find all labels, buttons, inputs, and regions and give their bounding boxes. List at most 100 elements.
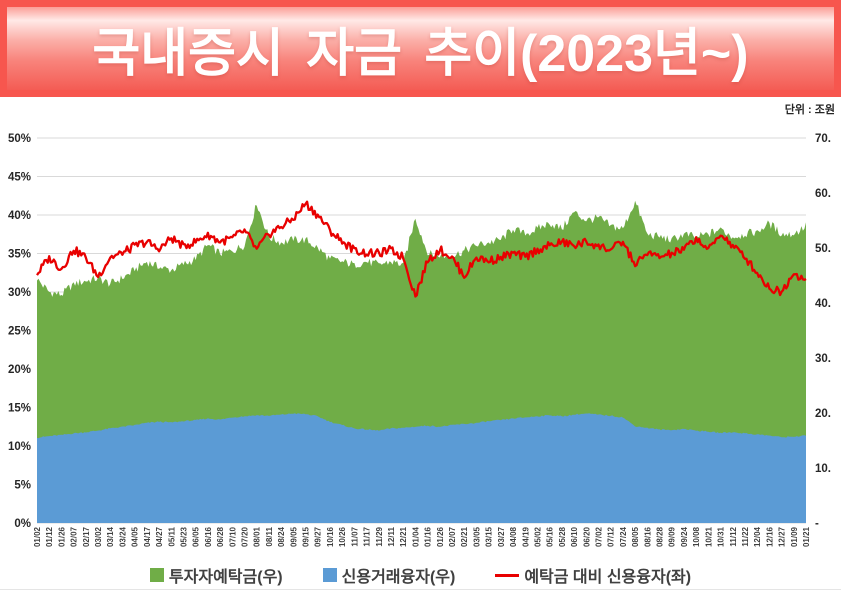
left-axis-tick-label: 20% — [8, 364, 31, 376]
chart-legend: 투자자예탁금(우) 신용거래융자(우) 예탁금 대비 신용융자(좌) — [0, 563, 841, 587]
x-axis-tick-label: 01/21 — [802, 526, 811, 547]
x-axis-tick-label: 01/02 — [33, 526, 42, 547]
x-axis-tick-label: 02/07 — [448, 526, 457, 547]
x-axis-tick-label: 05/28 — [558, 526, 567, 547]
x-axis-tick-label: 12/04 — [753, 526, 762, 547]
x-axis-tick-label: 05/23 — [179, 526, 188, 547]
x-axis-tick-label: 06/28 — [216, 526, 225, 547]
x-axis-tick-label: 03/24 — [118, 526, 127, 547]
x-axis-tick-label: 10/08 — [692, 526, 701, 547]
page-title: 국내증시 자금 추이(2023년~) — [92, 25, 749, 83]
x-axis-tick-label: 09/05 — [289, 526, 298, 547]
legend-item-deposits: 투자자예탁금(우) — [149, 563, 283, 587]
x-axis-tick-label: 10/21 — [704, 526, 713, 547]
x-axis-tick-label: 03/05 — [472, 526, 481, 547]
x-axis-tick-label: 07/02 — [594, 526, 603, 547]
x-axis-tick-label: 08/11 — [265, 526, 274, 546]
right-axis-tick-label: 20. — [815, 408, 831, 420]
x-axis-tick-label: 12/21 — [399, 526, 408, 547]
x-axis-tick-label: 02/21 — [460, 526, 469, 547]
deposit-swatch-icon — [149, 568, 164, 582]
right-axis-tick-label: 50. — [815, 243, 831, 255]
left-axis-tick-label: 25% — [8, 326, 31, 338]
x-axis-tick-label: 07/12 — [607, 526, 616, 547]
bottom-divider — [0, 589, 841, 590]
x-axis-tick-label: 04/17 — [143, 526, 152, 547]
x-axis-tick-label: 01/26 — [436, 526, 445, 547]
x-axis-tick-label: 09/27 — [314, 526, 323, 547]
x-axis-tick-label: 06/20 — [582, 526, 591, 547]
right-axis-tick-label: 30. — [815, 353, 831, 365]
right-axis-tick-label: 10. — [815, 463, 831, 475]
x-axis-tick-label: 03/15 — [485, 526, 494, 547]
legend-label-ratio: 예탁금 대비 신용융자(좌) — [524, 569, 692, 586]
unit-label: 단위 : 조원 — [784, 104, 835, 116]
x-axis-tick-label: 07/24 — [619, 526, 628, 547]
x-axis-tick-label: 11/22 — [741, 526, 750, 546]
x-axis-tick-label: 09/09 — [668, 526, 677, 547]
left-axis-tick-label: 35% — [8, 249, 31, 261]
x-axis-tick-label: 02/17 — [82, 526, 91, 547]
right-axis-tick-label: 40. — [815, 298, 831, 310]
x-axis-tick-label: 03/02 — [94, 526, 103, 547]
ratio-line — [36, 200, 807, 298]
x-axis-tick-label: 01/04 — [411, 526, 420, 547]
x-axis-tick-label: 08/01 — [253, 526, 262, 547]
x-axis-tick-label: 03/14 — [106, 526, 115, 547]
right-axis-tick-label: 60. — [815, 188, 831, 200]
right-axis-tick-label: - — [815, 518, 819, 530]
x-axis-tick-label: 11/07 — [350, 526, 359, 546]
right-axis-tick-label: 70. — [815, 133, 831, 145]
x-axis-tick-label: 04/27 — [155, 526, 164, 547]
ratio-line-swatch-icon — [495, 573, 520, 577]
x-axis-tick-label: 08/24 — [277, 526, 286, 547]
x-axis-tick-label: 08/28 — [656, 526, 665, 547]
x-axis-tick-label: 09/15 — [302, 526, 311, 547]
x-axis-tick-label: 01/12 — [45, 526, 54, 547]
x-axis-tick-label: 03/27 — [497, 526, 506, 547]
x-axis-tick-label: 04/08 — [509, 526, 518, 547]
legend-item-ratio: 예탁금 대비 신용융자(좌) — [495, 563, 691, 587]
left-axis-tick-label: 30% — [8, 287, 31, 299]
x-axis-tick-label: 08/16 — [643, 526, 652, 547]
x-axis-tick-label: 07/20 — [241, 526, 250, 547]
left-axis-tick-label: 15% — [8, 403, 31, 415]
left-axis-tick-label: 50% — [8, 133, 31, 145]
x-axis-tick-label: 11/17 — [363, 526, 372, 546]
title-banner-gradient: 국내증시 자금 추이(2023년~) — [7, 7, 834, 90]
x-axis-tick-label: 06/05 — [192, 526, 201, 547]
title-banner: 국내증시 자금 추이(2023년~) — [0, 0, 841, 97]
x-axis-tick-label: 06/16 — [204, 526, 213, 547]
x-axis-tick-label: 11/12 — [729, 526, 738, 546]
x-axis-tick-label: 01/16 — [424, 526, 433, 547]
credit-area — [37, 413, 806, 523]
x-axis-tick-label: 04/05 — [131, 526, 140, 547]
x-axis-tick-label: 07/10 — [228, 526, 237, 547]
x-axis-tick-label: 12/27 — [778, 526, 787, 547]
x-axis-tick-label: 09/24 — [680, 526, 689, 547]
legend-item-credit: 신용거래융자(우) — [322, 563, 456, 587]
left-axis-tick-label: 5% — [14, 480, 31, 492]
x-axis-tick-label: 10/31 — [717, 526, 726, 547]
x-axis-tick-label: 11/29 — [375, 526, 384, 546]
left-axis-tick-label: 45% — [8, 172, 31, 184]
x-axis-tick-label: 10/16 — [326, 526, 335, 547]
x-axis-tick-label: 12/16 — [765, 526, 774, 547]
x-axis-tick-label: 08/05 — [631, 526, 640, 547]
x-axis-tick-label: 05/11 — [167, 526, 176, 546]
left-axis-tick-label: 0% — [14, 518, 31, 530]
x-axis-tick-label: 12/11 — [387, 526, 396, 546]
x-axis-tick-label: 06/10 — [570, 526, 579, 547]
left-axis-tick-label: 40% — [8, 210, 31, 222]
x-axis-tick-label: 04/19 — [521, 526, 530, 547]
x-axis-tick-label: 01/26 — [57, 526, 66, 547]
x-axis-tick-label: 10/26 — [338, 526, 347, 547]
credit-swatch-icon — [322, 568, 337, 582]
x-axis-tick-label: 05/02 — [533, 526, 542, 547]
x-axis-tick-label: 05/16 — [546, 526, 555, 547]
x-axis-tick-label: 02/07 — [70, 526, 79, 547]
left-axis-tick-label: 10% — [8, 441, 31, 453]
legend-label-credit: 신용거래융자(우) — [341, 569, 456, 586]
legend-label-deposits: 투자자예탁금(우) — [168, 569, 283, 586]
